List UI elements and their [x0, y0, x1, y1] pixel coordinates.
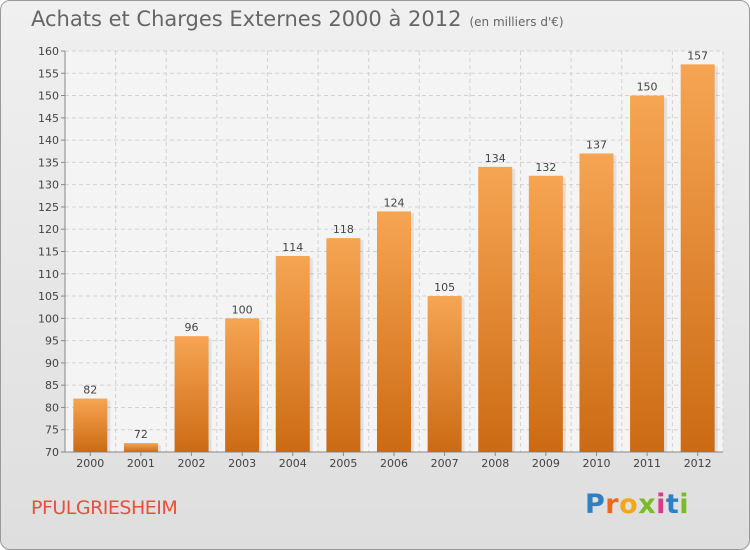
y-tick-label: 125: [38, 201, 59, 214]
y-tick-label: 70: [45, 446, 59, 459]
y-tick-label: 115: [38, 246, 59, 259]
bar-value-label: 118: [333, 223, 354, 236]
chart-subtitle: (en milliers d'€): [469, 15, 564, 29]
bar: [377, 211, 411, 452]
y-tick-label: 130: [38, 179, 59, 192]
x-tick-label: 2000: [76, 457, 104, 470]
x-tick-label: 2008: [481, 457, 509, 470]
logo-letter: P: [585, 489, 606, 520]
y-tick-label: 100: [38, 312, 59, 325]
bars: [73, 64, 718, 453]
bar: [680, 64, 715, 452]
x-tick-label: 2011: [633, 457, 661, 470]
logo-letter: o: [619, 489, 639, 520]
bar-value-label: 72: [134, 428, 148, 441]
bar-value-label: 114: [282, 241, 303, 254]
place-name: PFULGRIESHEIM: [31, 497, 178, 519]
bar-value-label: 137: [586, 138, 607, 151]
x-tick-label: 2001: [127, 457, 155, 470]
logo-letter: x: [638, 489, 657, 520]
y-tick-label: 75: [45, 424, 59, 437]
x-tick-label: 2004: [279, 457, 307, 470]
y-tick-label: 120: [38, 223, 59, 236]
x-tick-label: 2003: [228, 457, 256, 470]
logo-letter: i: [679, 489, 690, 520]
bar: [579, 153, 614, 452]
labels: 70 75 80 85 90 95 100 105 110 115 120 125 130 135 140 1…: [38, 45, 712, 470]
bar: [478, 166, 513, 452]
bar-value-label: 134: [485, 152, 506, 165]
y-tick-label: 145: [38, 112, 59, 125]
bar: [326, 238, 361, 452]
bar: [275, 255, 310, 452]
y-tick-label: 110: [38, 268, 59, 281]
bar-value-label: 124: [384, 196, 405, 209]
bar-value-label: 96: [185, 321, 199, 334]
y-tick-label: 140: [38, 134, 59, 147]
bar: [225, 318, 260, 452]
x-tick-label: 2009: [532, 457, 560, 470]
chart-title: Achats et Charges Externes 2000 à 2012 (e…: [31, 7, 564, 31]
bar-value-label: 132: [535, 161, 556, 174]
bar: [528, 175, 563, 452]
chart-title-text: Achats et Charges Externes 2000 à 2012: [31, 7, 462, 31]
bar: [630, 95, 665, 453]
bar-value-label: 100: [232, 303, 253, 316]
x-tick-label: 2006: [380, 457, 408, 470]
x-tick-label: 2007: [431, 457, 459, 470]
bar-value-label: 105: [434, 281, 455, 294]
logo-letter: t: [665, 489, 680, 520]
logo-letter: r: [605, 489, 620, 520]
x-tick-label: 2002: [178, 457, 206, 470]
y-tick-label: 90: [45, 357, 59, 370]
y-tick-label: 85: [45, 379, 59, 392]
bar: [123, 443, 158, 452]
x-tick-label: 2012: [684, 457, 712, 470]
bar-value-label: 150: [637, 81, 658, 94]
y-tick-label: 105: [38, 290, 59, 303]
x-tick-label: 2005: [329, 457, 357, 470]
bar: [427, 296, 462, 452]
bar: [73, 398, 108, 452]
bar-value-label: 157: [687, 49, 708, 62]
y-tick-label: 135: [38, 156, 59, 169]
logo-letter: i: [656, 489, 666, 520]
y-tick-label: 150: [38, 90, 59, 103]
y-tick-label: 95: [45, 335, 59, 348]
y-tick-label: 160: [38, 45, 59, 58]
proxiti-logo: Proxiti: [585, 489, 689, 520]
y-tick-label: 155: [38, 67, 59, 80]
y-tick-label: 80: [45, 401, 59, 414]
bar: [174, 336, 209, 452]
bar-value-label: 82: [83, 384, 97, 397]
x-tick-label: 2010: [582, 457, 610, 470]
